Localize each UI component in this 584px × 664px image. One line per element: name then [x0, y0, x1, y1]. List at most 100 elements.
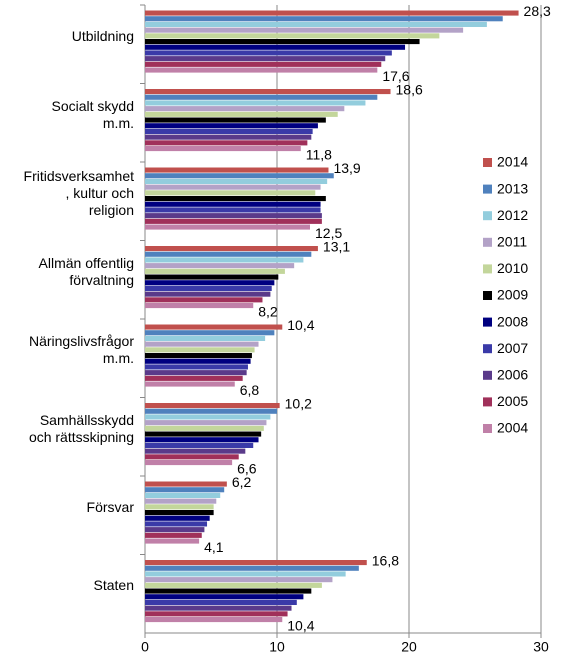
- bar: [145, 403, 280, 409]
- bar: [145, 167, 329, 173]
- legend-label: 2006: [497, 367, 528, 383]
- bar: [145, 364, 248, 370]
- bar: [145, 341, 259, 347]
- legend-label: 2004: [497, 420, 528, 436]
- data-label: 13,1: [323, 239, 350, 255]
- bar: [145, 94, 378, 100]
- bar: [145, 611, 288, 617]
- category-label: Fritidsverksamhet , kultur och religion: [23, 167, 134, 218]
- data-label: 10,4: [287, 618, 314, 634]
- legend-swatch: [483, 397, 492, 407]
- bar: [145, 184, 321, 190]
- bar: [145, 173, 334, 179]
- bar: [145, 437, 259, 443]
- bar: [145, 420, 267, 426]
- data-label: 6,6: [237, 461, 257, 477]
- bar: [145, 532, 202, 538]
- bar: [145, 375, 243, 381]
- legend-label: 2011: [497, 234, 527, 250]
- legend-swatch: [483, 344, 492, 354]
- bar: [145, 123, 318, 129]
- bar: [145, 454, 239, 460]
- bar: [145, 134, 312, 140]
- bar: [145, 358, 251, 364]
- bar: [145, 10, 519, 16]
- bar: [145, 353, 252, 359]
- legend-swatch: [483, 424, 492, 433]
- bar: [145, 408, 277, 414]
- bar: [145, 21, 487, 27]
- legend-label: 2005: [497, 393, 528, 409]
- bar: [145, 599, 297, 605]
- bar: [145, 560, 367, 566]
- bar: [145, 504, 214, 510]
- legend-swatch: [483, 158, 492, 167]
- bar: [145, 460, 233, 466]
- category-label: Utbildning: [71, 27, 134, 44]
- bar: [145, 246, 318, 252]
- bar: [145, 106, 345, 112]
- legend-swatch: [483, 184, 492, 194]
- data-label: 6,8: [240, 382, 260, 398]
- bar: [145, 44, 406, 50]
- bar: [145, 303, 254, 309]
- data-label: 4,1: [204, 539, 224, 555]
- bar: [145, 571, 346, 577]
- bar: [145, 111, 338, 117]
- bar: [145, 538, 200, 544]
- bar: [145, 218, 322, 224]
- x-tick-label: 20: [401, 639, 417, 655]
- category-label: Näringslivsfrågor m.m.: [28, 333, 134, 367]
- bar: [145, 251, 312, 257]
- bar: [145, 224, 310, 230]
- bar: [145, 213, 322, 219]
- category-label: Allmän offentlig förvaltning: [38, 254, 134, 288]
- bar: [145, 178, 328, 184]
- bar: [145, 347, 255, 353]
- bar: [145, 207, 321, 213]
- category-label: Socialt skydd m.m.: [51, 97, 134, 131]
- bar: [145, 291, 271, 297]
- bar: [145, 487, 225, 493]
- data-label: 8,2: [258, 304, 278, 320]
- data-label: 6,2: [232, 474, 252, 490]
- bar: [145, 582, 322, 588]
- bar: [145, 274, 279, 280]
- data-label: 12,5: [315, 225, 342, 241]
- bar: [145, 146, 301, 152]
- legend-swatch: [483, 370, 492, 380]
- legend-label: 2009: [497, 287, 528, 303]
- bar: [145, 448, 246, 454]
- bar: [145, 27, 464, 33]
- legend-swatch: [483, 317, 492, 327]
- data-label: 17,6: [382, 68, 409, 84]
- bar: [145, 89, 391, 95]
- bar: [145, 39, 420, 45]
- category-label: Försvar: [86, 498, 134, 515]
- bar: [145, 263, 295, 269]
- bar: [145, 492, 221, 498]
- legend-label: 2007: [497, 340, 528, 356]
- bar: [145, 257, 304, 263]
- bar: [145, 442, 254, 448]
- x-tick-label: 30: [533, 639, 549, 655]
- legend-swatch: [483, 291, 492, 300]
- data-label: 10,4: [287, 317, 314, 333]
- bar: [145, 431, 262, 437]
- legend-label: 2010: [497, 260, 528, 276]
- bar: [145, 56, 386, 62]
- legend-label: 2008: [497, 313, 528, 329]
- bar: [145, 140, 308, 146]
- bar: [145, 617, 283, 623]
- bar: [145, 61, 382, 67]
- bar: [145, 370, 247, 376]
- bar: [145, 565, 359, 571]
- bar: [145, 201, 321, 207]
- bar: [145, 577, 333, 583]
- bar: [145, 196, 326, 202]
- legend-label: 2014: [497, 154, 528, 170]
- bar: [145, 588, 312, 594]
- bar: [145, 605, 292, 611]
- bar: [145, 67, 378, 73]
